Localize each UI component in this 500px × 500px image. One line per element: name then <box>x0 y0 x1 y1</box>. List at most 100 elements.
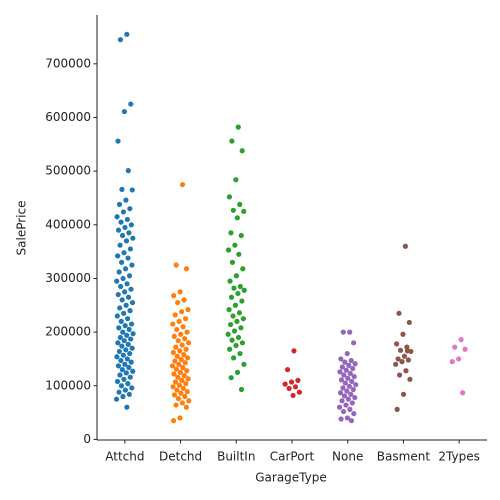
point <box>230 207 236 213</box>
point <box>344 415 351 421</box>
point <box>128 336 134 342</box>
point <box>227 321 234 328</box>
point <box>183 404 189 410</box>
point <box>116 348 122 355</box>
point <box>117 305 123 311</box>
y-tick-label: 0 <box>83 432 91 446</box>
point <box>231 328 238 334</box>
point <box>118 219 124 225</box>
point <box>173 402 179 408</box>
point <box>340 408 347 415</box>
point <box>179 400 186 406</box>
point <box>284 367 291 373</box>
point <box>343 402 349 408</box>
point <box>458 337 464 343</box>
point <box>130 235 136 241</box>
point <box>183 266 190 272</box>
point <box>237 350 243 357</box>
point <box>235 290 241 297</box>
point <box>226 306 232 313</box>
point <box>123 370 129 376</box>
point <box>120 352 126 358</box>
point <box>228 294 235 300</box>
point <box>397 347 404 353</box>
point <box>295 377 301 383</box>
point <box>127 206 133 212</box>
point <box>238 232 244 239</box>
point <box>338 356 344 362</box>
point <box>169 363 176 369</box>
point <box>120 209 127 215</box>
point <box>347 406 353 412</box>
point <box>348 391 354 397</box>
point <box>353 382 359 388</box>
point <box>337 390 344 396</box>
point <box>393 361 399 367</box>
point <box>121 338 127 344</box>
point <box>175 396 182 402</box>
point <box>349 378 355 385</box>
point <box>238 386 245 393</box>
point <box>122 387 129 393</box>
point <box>175 338 181 344</box>
point <box>116 389 122 395</box>
point <box>400 391 407 397</box>
point <box>401 353 408 359</box>
point <box>171 392 178 398</box>
point <box>181 352 187 358</box>
point <box>343 367 349 373</box>
point <box>349 400 355 406</box>
point <box>337 369 343 375</box>
point <box>130 331 136 337</box>
point <box>175 374 181 380</box>
x-tick-label: BuiltIn <box>217 450 255 464</box>
point <box>346 383 352 389</box>
point <box>229 337 235 343</box>
point <box>186 398 192 404</box>
point <box>177 289 183 295</box>
point <box>227 346 233 352</box>
point <box>115 138 121 144</box>
point <box>227 278 233 284</box>
point <box>177 369 183 375</box>
point <box>118 259 125 265</box>
point <box>174 326 180 333</box>
point <box>233 177 239 183</box>
point <box>235 334 242 341</box>
point <box>126 230 132 236</box>
point <box>462 346 468 352</box>
point <box>173 262 179 268</box>
point <box>170 384 176 390</box>
point <box>113 396 120 402</box>
point <box>129 262 135 268</box>
point <box>114 278 120 284</box>
point <box>233 273 239 279</box>
point <box>234 215 240 221</box>
point <box>121 376 127 382</box>
point <box>118 383 125 389</box>
point <box>115 253 121 259</box>
point <box>127 246 134 252</box>
point <box>117 37 124 43</box>
point <box>184 329 190 335</box>
point <box>120 275 126 282</box>
point <box>115 227 122 233</box>
point <box>174 387 180 393</box>
point <box>172 379 179 385</box>
point <box>122 289 128 295</box>
point <box>125 294 132 300</box>
y-tick-label: 300000 <box>45 271 91 285</box>
point <box>185 376 191 382</box>
point <box>125 255 131 261</box>
point <box>121 310 127 316</box>
point <box>117 372 123 378</box>
point <box>122 361 128 367</box>
y-tick-label: 100000 <box>45 378 91 392</box>
point <box>126 364 132 371</box>
point <box>178 356 184 363</box>
point <box>127 308 133 314</box>
point <box>235 124 241 130</box>
point <box>182 360 188 366</box>
point <box>174 353 180 359</box>
